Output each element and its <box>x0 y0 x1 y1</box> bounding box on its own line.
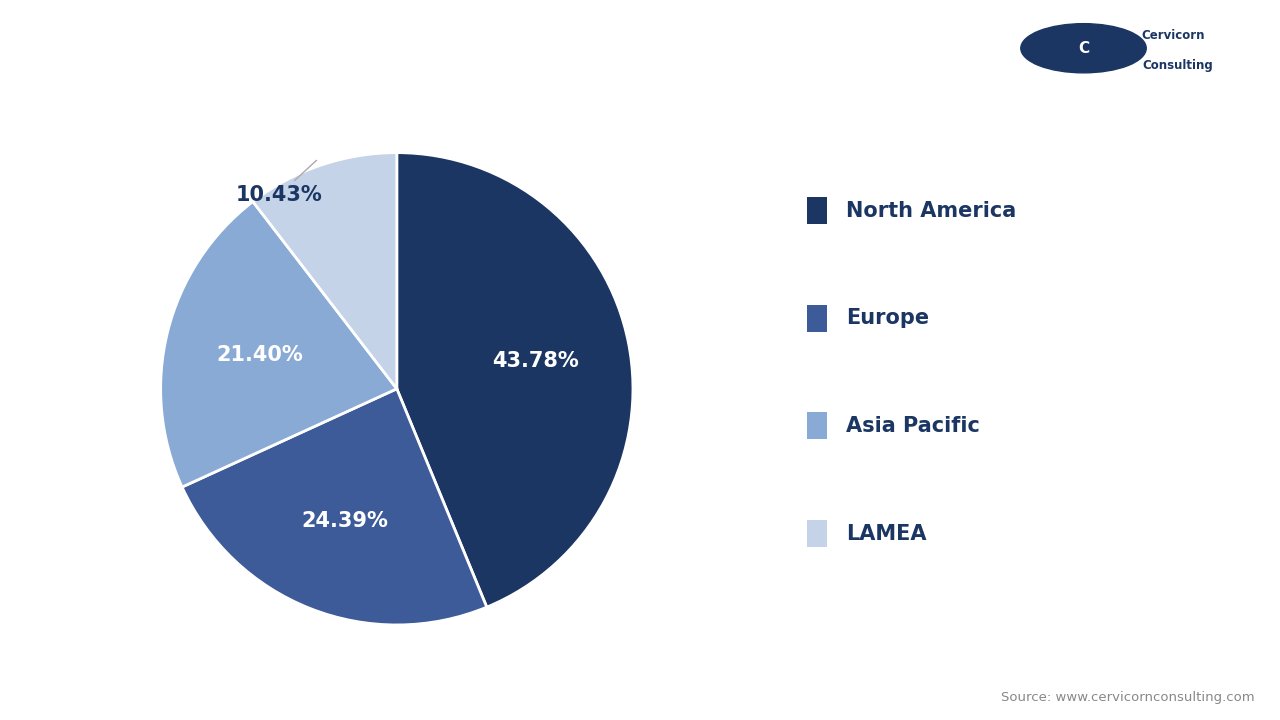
Wedge shape <box>253 153 397 389</box>
Text: Consulting: Consulting <box>1142 59 1213 72</box>
Bar <box>806 413 827 439</box>
FancyBboxPatch shape <box>1041 8 1270 89</box>
Text: Europe: Europe <box>846 308 929 328</box>
Text: Cervicorn: Cervicorn <box>1142 29 1204 42</box>
Wedge shape <box>397 153 632 607</box>
Bar <box>806 197 827 224</box>
Text: 10.43%: 10.43% <box>236 161 323 205</box>
Text: C: C <box>1078 41 1089 55</box>
Circle shape <box>1020 24 1146 73</box>
Text: 43.78%: 43.78% <box>493 351 579 372</box>
Text: 24.39%: 24.39% <box>301 510 388 531</box>
Bar <box>806 520 827 547</box>
Text: Source: www.cervicornconsulting.com: Source: www.cervicornconsulting.com <box>1001 691 1254 704</box>
Text: 21.40%: 21.40% <box>216 345 302 365</box>
Wedge shape <box>182 389 486 625</box>
Text: Biomarkers Market Share, By Region, 2024 (%): Biomarkers Market Share, By Region, 2024… <box>28 34 765 61</box>
Text: North America: North America <box>846 201 1016 220</box>
Wedge shape <box>161 202 397 487</box>
Bar <box>806 305 827 332</box>
Text: LAMEA: LAMEA <box>846 523 927 544</box>
Text: Asia Pacific: Asia Pacific <box>846 416 980 436</box>
